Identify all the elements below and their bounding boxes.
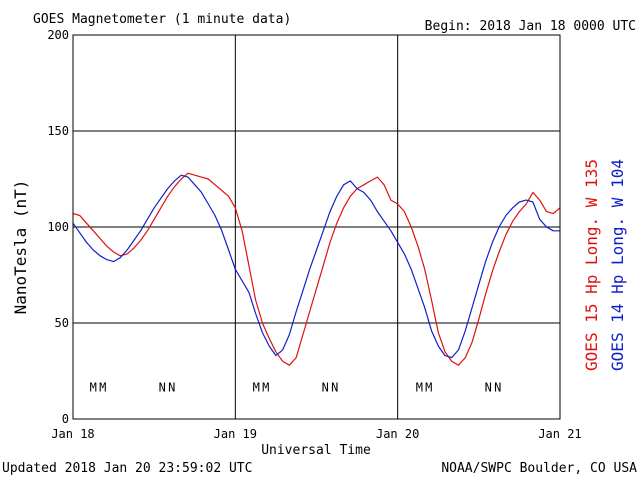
marker-m: M bbox=[253, 380, 260, 394]
marker-n: N bbox=[168, 380, 175, 394]
y-tick-label: 150 bbox=[47, 124, 69, 138]
y-tick-labels: 0 50 100 150 200 bbox=[47, 28, 69, 426]
series-line-goes14 bbox=[72, 174, 560, 359]
marker-n: N bbox=[331, 380, 338, 394]
x-tick-labels: Jan 18 Jan 19 Jan 20 Jan 21 bbox=[51, 427, 581, 441]
marker-m: M bbox=[262, 380, 269, 394]
y-axis-label: NanoTesla (nT) bbox=[11, 180, 30, 315]
marker-n: N bbox=[485, 380, 492, 394]
begin-time: Begin: 2018 Jan 18 0000 UTC bbox=[425, 19, 636, 34]
x-axis-label: Universal Time bbox=[261, 443, 371, 458]
marker-m: M bbox=[99, 380, 106, 394]
marker-n: N bbox=[159, 380, 166, 394]
marker-n: N bbox=[322, 380, 329, 394]
updated-timestamp: Updated 2018 Jan 20 23:59:02 UTC bbox=[2, 461, 252, 476]
marker-n: N bbox=[494, 380, 501, 394]
plot-frame bbox=[72, 34, 561, 420]
x-tick-label: Jan 20 bbox=[376, 427, 419, 441]
marker-m: M bbox=[90, 380, 97, 394]
x-tick-label: Jan 18 bbox=[51, 427, 94, 441]
legend-goes14: GOES 14 Hp Long. W 104 bbox=[608, 159, 627, 371]
y-tick-label: 50 bbox=[55, 316, 69, 330]
y-tick-label: 200 bbox=[47, 28, 69, 42]
credit: NOAA/SWPC Boulder, CO USA bbox=[441, 461, 637, 476]
marker-m: M bbox=[416, 380, 423, 394]
x-tick-label: Jan 21 bbox=[538, 427, 581, 441]
y-tick-label: 0 bbox=[62, 412, 69, 426]
series-layer bbox=[72, 172, 561, 366]
marker-m: M bbox=[425, 380, 432, 394]
grid bbox=[72, 34, 561, 420]
series-line-goes15 bbox=[72, 172, 561, 366]
y-tick-label: 100 bbox=[47, 220, 69, 234]
x-tick-label: Jan 19 bbox=[214, 427, 257, 441]
legend-goes15: GOES 15 Hp Long. W 135 bbox=[582, 159, 601, 371]
chart-title: GOES Magnetometer (1 minute data) bbox=[33, 12, 291, 27]
